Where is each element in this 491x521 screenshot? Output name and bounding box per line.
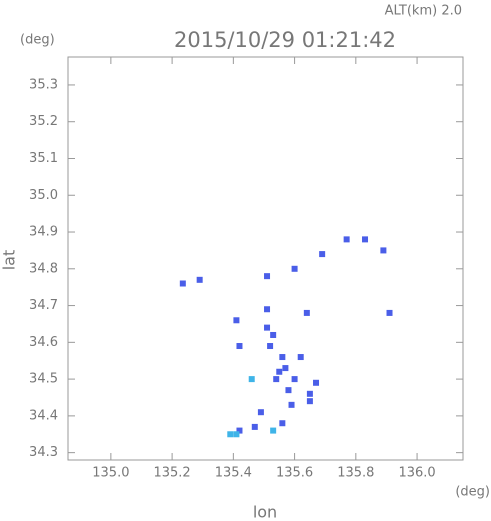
y-tick-label: 34.6 bbox=[29, 335, 58, 350]
x-axis-label: lon bbox=[253, 503, 277, 521]
echo-point bbox=[236, 343, 243, 350]
echo-point bbox=[291, 376, 298, 383]
y-tick-label: 34.7 bbox=[29, 298, 58, 313]
y-tick-label: 35.1 bbox=[29, 151, 58, 166]
y-tick-label: 35.2 bbox=[29, 114, 58, 129]
x-tick-label: 135.2 bbox=[153, 466, 190, 481]
echo-point bbox=[279, 420, 286, 427]
y-tick-label: 34.5 bbox=[29, 372, 58, 387]
echo-point bbox=[270, 427, 277, 434]
echo-point bbox=[285, 387, 292, 394]
y-tick-label: 34.4 bbox=[29, 408, 58, 423]
plot-frame bbox=[67, 56, 464, 461]
echo-point bbox=[179, 280, 186, 287]
y-tick-label: 34.3 bbox=[29, 445, 58, 460]
y-tick-label: 34.9 bbox=[29, 225, 58, 240]
echo-point bbox=[362, 236, 369, 243]
echo-point bbox=[227, 431, 234, 438]
echo-point bbox=[233, 317, 240, 324]
echo-point bbox=[288, 401, 295, 408]
echo-point bbox=[270, 331, 277, 338]
echo-point bbox=[273, 376, 280, 383]
echo-point bbox=[264, 324, 271, 331]
echo-point bbox=[236, 427, 243, 434]
y-tick-label: 35.3 bbox=[29, 77, 58, 92]
y-axis-label: lat bbox=[0, 250, 19, 271]
echo-point bbox=[303, 309, 310, 316]
echo-point bbox=[251, 423, 258, 430]
x-tick-label: 136.0 bbox=[398, 466, 435, 481]
x-tick-label: 135.8 bbox=[337, 466, 374, 481]
echo-point bbox=[279, 354, 286, 361]
echo-point bbox=[380, 247, 387, 254]
echo-point bbox=[291, 265, 298, 272]
echo-point bbox=[264, 273, 271, 280]
echo-point bbox=[306, 398, 313, 405]
echo-point bbox=[386, 309, 393, 316]
x-unit: (deg) bbox=[455, 485, 490, 500]
echo-point bbox=[264, 306, 271, 313]
echo-point bbox=[319, 251, 326, 258]
y-unit: (deg) bbox=[20, 33, 55, 48]
x-tick-label: 135.4 bbox=[215, 466, 252, 481]
echo-point bbox=[257, 409, 264, 416]
y-tick-label: 34.8 bbox=[29, 261, 58, 276]
echo-point bbox=[196, 276, 203, 283]
chart-title: 2015/10/29 01:21:42 bbox=[174, 28, 396, 52]
echo-point bbox=[343, 236, 350, 243]
echo-point bbox=[276, 368, 283, 375]
echo-point bbox=[297, 354, 304, 361]
y-tick-label: 35.0 bbox=[29, 188, 58, 203]
echo-point bbox=[313, 379, 320, 386]
echo-point bbox=[233, 431, 240, 438]
echo-point bbox=[282, 365, 289, 372]
echo-point bbox=[248, 376, 255, 383]
x-tick-label: 135.0 bbox=[92, 466, 129, 481]
echo-point bbox=[267, 343, 274, 350]
altitude-label: ALT(km) 2.0 bbox=[385, 4, 462, 19]
echo-point bbox=[306, 390, 313, 397]
x-tick-label: 135.6 bbox=[276, 466, 313, 481]
